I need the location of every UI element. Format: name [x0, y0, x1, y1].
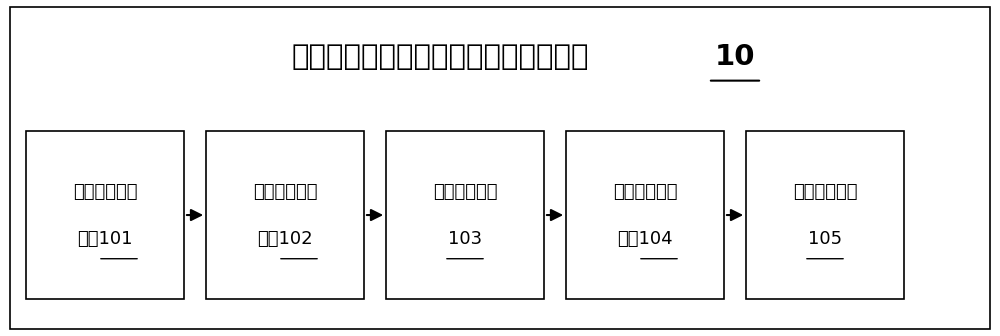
Text: 预约请求获取: 预约请求获取: [73, 182, 137, 201]
Bar: [746, 131, 904, 299]
Bar: [26, 131, 184, 299]
Text: 模块101: 模块101: [77, 229, 133, 248]
Text: 模块102: 模块102: [257, 229, 313, 248]
Text: 10: 10: [715, 43, 755, 71]
Bar: [206, 131, 364, 299]
Text: 业务办理模块: 业务办理模块: [793, 182, 857, 201]
Text: 预约信息获取: 预约信息获取: [253, 182, 317, 201]
Bar: [386, 131, 544, 299]
Text: 基于窗口受理动态容量的排队预约系统: 基于窗口受理动态容量的排队预约系统: [291, 43, 589, 71]
Bar: [566, 131, 724, 299]
Text: 模块104: 模块104: [617, 229, 673, 248]
Text: 103: 103: [448, 229, 482, 248]
Text: 105: 105: [808, 229, 842, 248]
Text: 排队预约模块: 排队预约模块: [433, 182, 497, 201]
Text: 业务办理请求: 业务办理请求: [613, 182, 677, 201]
